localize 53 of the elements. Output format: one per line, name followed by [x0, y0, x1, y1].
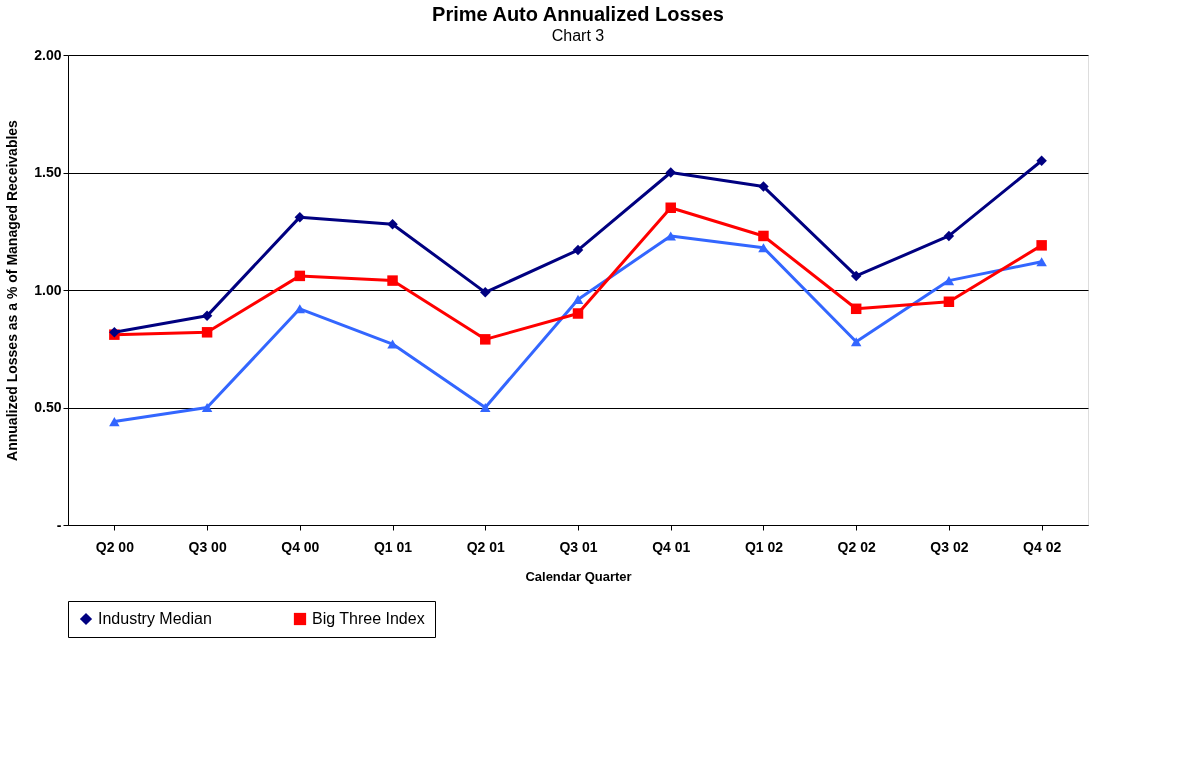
point — [572, 244, 584, 256]
point — [943, 276, 955, 286]
x-tick-label: Q2 00 — [95, 538, 135, 555]
point — [1036, 257, 1047, 267]
y-tick-label: 1.00 — [34, 281, 62, 298]
x-tick-label: Q3 00 — [188, 538, 227, 555]
x-tick-label: Q2 02 — [837, 538, 876, 555]
point — [387, 275, 398, 286]
point — [294, 211, 306, 223]
point — [758, 181, 769, 192]
point — [850, 270, 862, 282]
point — [1036, 155, 1047, 166]
x-tick-label: Q1 01 — [373, 538, 413, 555]
caption: Chart 3 — [551, 27, 605, 44]
point — [480, 334, 491, 345]
legend-label: Big Three Index — [312, 610, 425, 627]
x-tick-label: Q3 01 — [559, 538, 598, 555]
point — [201, 310, 213, 322]
y-tick-label: - — [56, 516, 62, 533]
x-tick-label: Q2 01 — [466, 538, 506, 555]
point — [572, 308, 584, 319]
point — [480, 287, 491, 298]
chart-title: Prime Auto Annualized Losses — [432, 3, 724, 25]
point — [665, 231, 676, 241]
x-axis-title: Calendar Quarter — [525, 568, 632, 584]
y-tick-label: 0.50 — [34, 399, 62, 415]
x-tick-label: Q1 02 — [744, 538, 784, 555]
y-axis-title: Annualized Losses as a % of Managed Receivables — [4, 119, 21, 461]
point — [572, 294, 584, 304]
point — [758, 230, 769, 242]
point — [387, 218, 398, 230]
x-tick-label: Q4 02 — [1023, 538, 1062, 555]
point — [294, 304, 306, 314]
point — [943, 230, 955, 242]
point — [387, 339, 398, 349]
point — [1036, 240, 1047, 251]
point — [758, 243, 769, 253]
y-tick-label: 2.00 — [34, 46, 62, 63]
x-tick-label: Q3 02 — [930, 538, 969, 555]
point — [665, 167, 676, 178]
x-tick-label: Q4 00 — [281, 538, 320, 555]
point — [943, 296, 955, 307]
point — [294, 270, 306, 282]
point — [201, 402, 213, 413]
point — [480, 402, 491, 413]
y-tick-label: 1.50 — [34, 164, 62, 180]
point — [665, 202, 676, 213]
legend-label: Industry Median — [98, 610, 212, 627]
x-tick-label: Q4 01 — [652, 538, 691, 555]
point — [850, 337, 862, 347]
point — [201, 327, 213, 338]
point — [109, 417, 120, 427]
point — [850, 303, 862, 315]
